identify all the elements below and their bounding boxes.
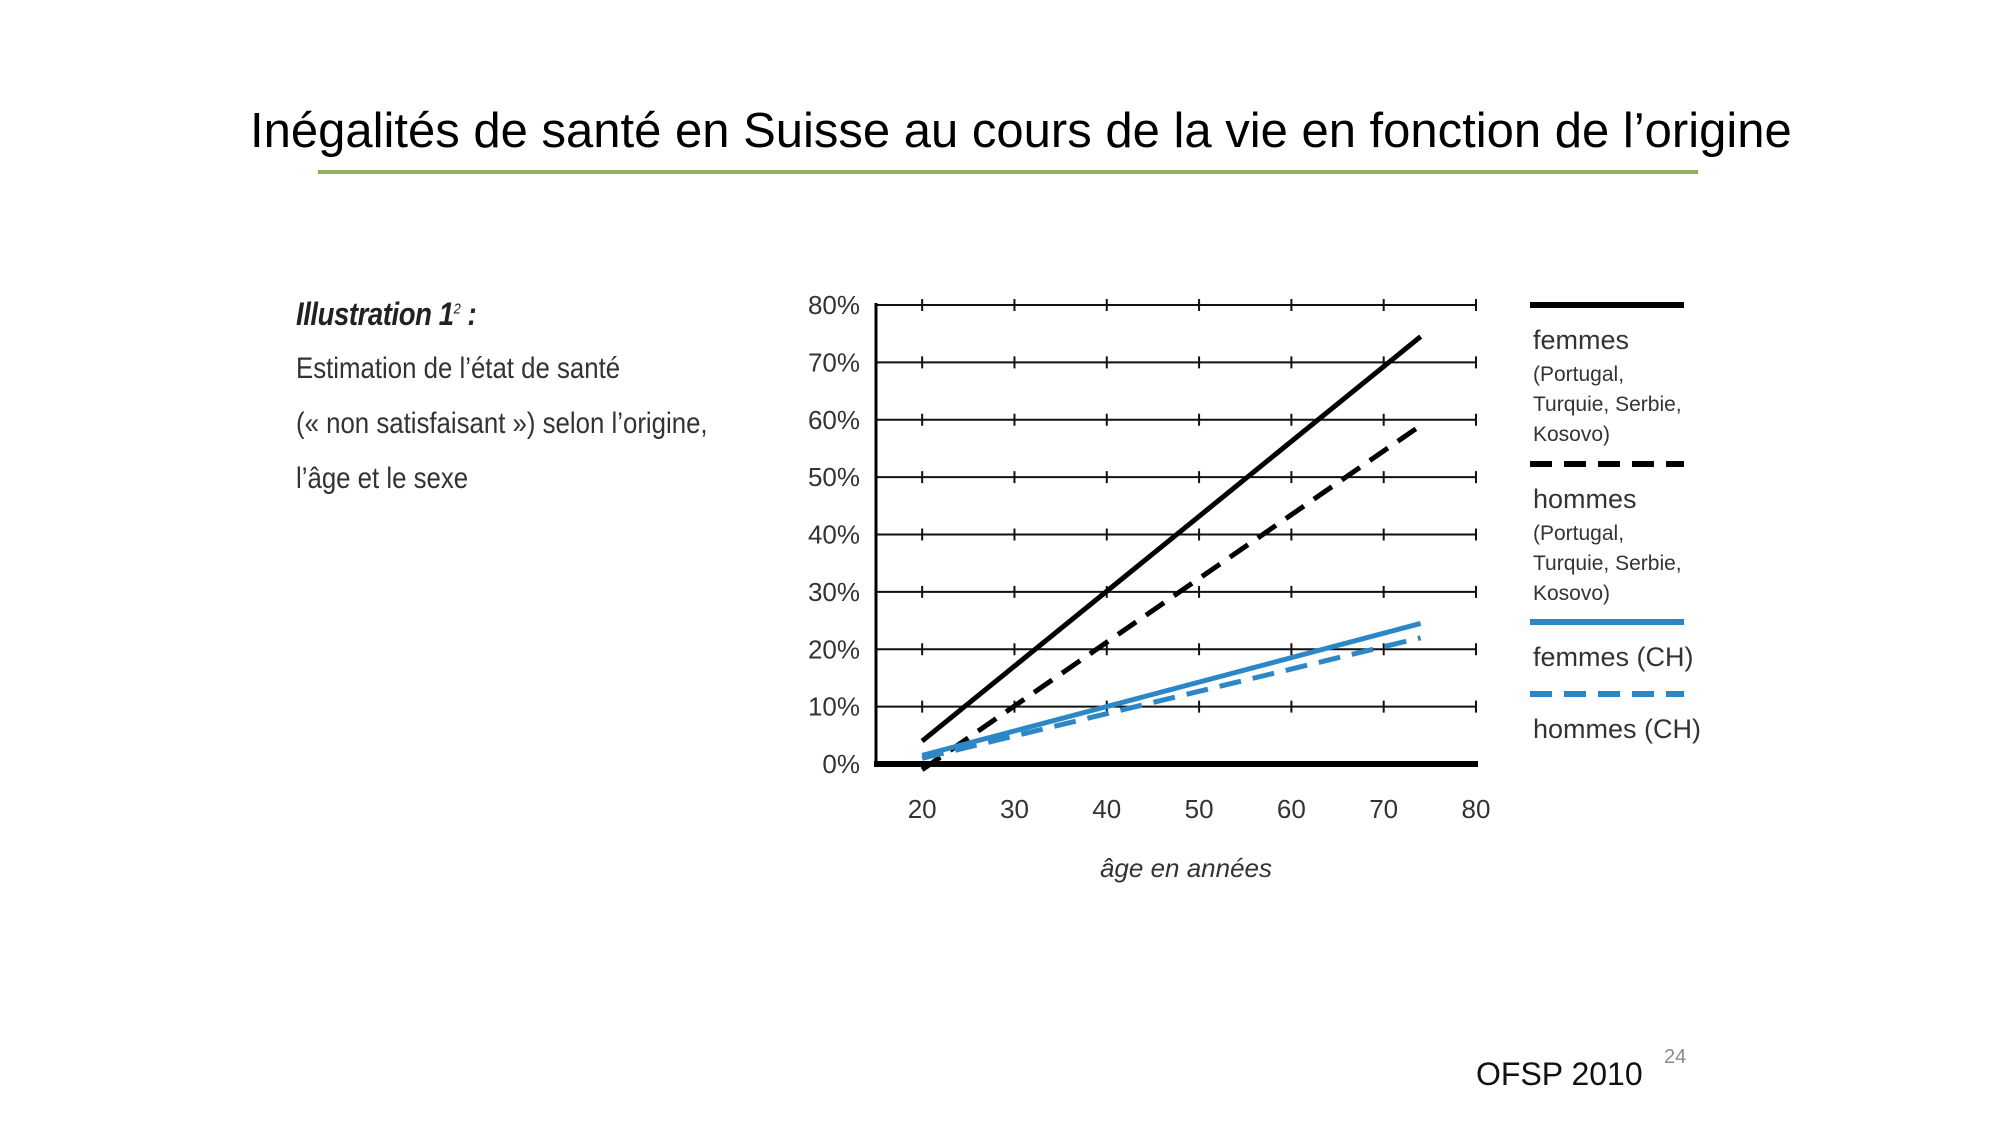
caption-body: Estimation de l’état de santé (« non sat…: [296, 341, 775, 506]
x-tick-label: 30: [1000, 794, 1029, 824]
legend-label-detail: Kosovo): [1533, 423, 1610, 446]
x-axis-title: âge en années: [1100, 853, 1272, 883]
y-tick-label: 60%: [808, 405, 860, 435]
legend-label: femmes (CH): [1533, 642, 1694, 672]
legend-label-detail: Turquie, Serbie,: [1533, 552, 1682, 575]
caption-heading-text: Illustration 1: [296, 296, 454, 332]
caption-line: l’âge et le sexe: [296, 462, 469, 495]
y-tick-label: 80%: [808, 290, 860, 320]
caption-heading-suffix: :: [460, 296, 477, 332]
caption-line: (« non satisfaisant ») selon l’origine,: [296, 407, 708, 440]
x-tick-label: 60: [1277, 794, 1306, 824]
x-tick-label: 80: [1462, 794, 1491, 824]
y-tick-label: 40%: [808, 520, 860, 550]
series-line: [921, 621, 1422, 758]
y-tick-label: 30%: [808, 577, 860, 607]
source-label: OFSP 2010: [1476, 1056, 1643, 1092]
y-tick-label: 50%: [808, 462, 860, 492]
series-line: [921, 635, 1422, 761]
page-number: 24: [1664, 1046, 1687, 1068]
legend-label: femmes: [1533, 325, 1629, 355]
caption-heading: Illustration 12 :: [296, 296, 708, 333]
caption-line: Estimation de l’état de santé: [296, 352, 621, 385]
legend-label: hommes (CH): [1533, 714, 1701, 744]
series-line: [920, 334, 1423, 743]
y-tick-label: 70%: [808, 347, 860, 377]
legend-label: hommes: [1533, 484, 1637, 514]
legend-label-detail: (Portugal,: [1533, 363, 1624, 386]
figure-caption: Illustration 12 : Estimation de l’état d…: [296, 296, 775, 506]
x-tick-label: 50: [1185, 794, 1214, 824]
slide-title: Inégalités de santé en Suisse au cours d…: [250, 104, 1792, 158]
title-underline: [318, 170, 1698, 174]
x-tick-label: 70: [1369, 794, 1398, 824]
legend-label-detail: Turquie, Serbie,: [1533, 393, 1682, 416]
x-tick-label: 40: [1092, 794, 1121, 824]
legend-label-detail: (Portugal,: [1533, 522, 1624, 545]
y-tick-label: 10%: [808, 692, 860, 722]
legend-label-detail: Kosovo): [1533, 582, 1610, 605]
y-tick-label: 0%: [822, 749, 860, 779]
x-tick-label: 20: [908, 794, 937, 824]
y-tick-label: 20%: [808, 634, 860, 664]
caption-footnote-mark: 2: [453, 300, 461, 318]
